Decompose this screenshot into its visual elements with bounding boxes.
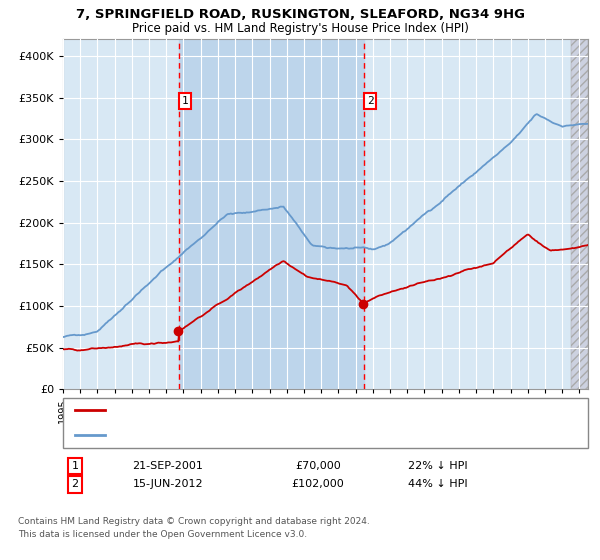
Text: 44% ↓ HPI: 44% ↓ HPI <box>408 479 468 489</box>
Bar <box>571 39 588 389</box>
Text: Contains HM Land Registry data © Crown copyright and database right 2024.: Contains HM Land Registry data © Crown c… <box>18 517 370 526</box>
Text: 2: 2 <box>367 96 373 106</box>
Text: HPI: Average price, detached house, North Kesteven: HPI: Average price, detached house, Nort… <box>114 430 387 440</box>
Text: 22% ↓ HPI: 22% ↓ HPI <box>408 461 468 471</box>
Bar <box>179 39 364 389</box>
Text: 7, SPRINGFIELD ROAD, RUSKINGTON, SLEAFORD, NG34 9HG: 7, SPRINGFIELD ROAD, RUSKINGTON, SLEAFOR… <box>76 8 524 21</box>
Text: 15-JUN-2012: 15-JUN-2012 <box>133 479 203 489</box>
Text: 7, SPRINGFIELD ROAD, RUSKINGTON, SLEAFORD, NG34 9HG (detached house): 7, SPRINGFIELD ROAD, RUSKINGTON, SLEAFOR… <box>114 405 523 416</box>
Text: £70,000: £70,000 <box>295 461 341 471</box>
Bar <box>571 39 588 389</box>
Text: Price paid vs. HM Land Registry's House Price Index (HPI): Price paid vs. HM Land Registry's House … <box>131 22 469 35</box>
Text: 21-SEP-2001: 21-SEP-2001 <box>133 461 203 471</box>
Text: £102,000: £102,000 <box>292 479 344 489</box>
Text: This data is licensed under the Open Government Licence v3.0.: This data is licensed under the Open Gov… <box>18 530 307 539</box>
Text: 1: 1 <box>71 461 79 471</box>
Text: 1: 1 <box>182 96 188 106</box>
Text: 2: 2 <box>71 479 79 489</box>
